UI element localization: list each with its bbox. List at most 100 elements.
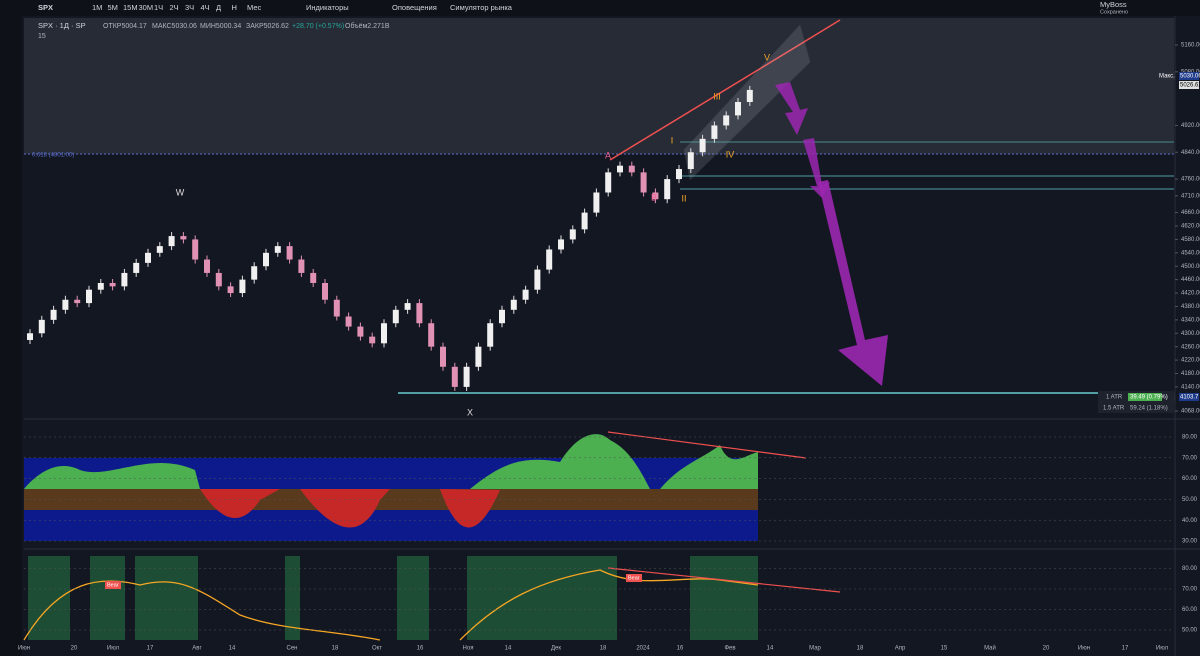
fib-label: 0.618 (4801.00) <box>32 153 74 159</box>
candle <box>133 262 140 273</box>
candle <box>109 282 116 287</box>
interval-button[interactable]: 1Ч <box>154 3 163 12</box>
candle <box>263 252 269 267</box>
candle <box>593 192 600 213</box>
candle <box>463 366 470 387</box>
candle <box>345 316 352 327</box>
signal-zone <box>90 556 125 640</box>
arrow <box>775 82 808 135</box>
time-label: 2024 <box>636 646 650 652</box>
candle <box>27 333 33 340</box>
interval-button[interactable]: 5М <box>108 3 118 12</box>
trendline <box>609 19 841 161</box>
alerts-button[interactable]: Оповещения <box>392 3 437 12</box>
candle <box>310 272 317 283</box>
fib-zone <box>24 18 1174 154</box>
price-tick-label: 4340.00 <box>1181 317 1200 323</box>
indicators-button[interactable]: Индикаторы <box>306 3 349 12</box>
legend-high: МАКС5030.06 <box>152 23 197 30</box>
atr-value-bg <box>1128 393 1162 401</box>
osc-tick-label: 50.00 <box>1182 628 1198 634</box>
oscillator-fill <box>470 434 758 489</box>
interval-button[interactable]: 2Ч <box>170 3 179 12</box>
candle <box>428 323 435 347</box>
price-tick-label: 4500.00 <box>1181 264 1200 270</box>
time-label: 16 <box>677 646 684 652</box>
atr-value: 39.49 (0.79%) <box>1130 395 1168 401</box>
candle <box>74 299 81 304</box>
candle <box>62 299 69 310</box>
legend-title: SPX · 1Д · SP <box>38 21 86 30</box>
wave-label: X <box>467 407 473 417</box>
time-label: Апр <box>895 646 906 652</box>
legend-open: ОТКР5004.17 <box>103 23 147 30</box>
candle <box>711 125 718 139</box>
interval-button[interactable]: 30М <box>139 3 154 12</box>
time-label: 20 <box>1043 646 1050 652</box>
interval-button[interactable]: 3Ч <box>185 3 194 12</box>
legend-close: ЗАКР5026.62 <box>246 23 289 30</box>
price-tick-label: 4710.00 <box>1181 193 1200 199</box>
time-label: Дек <box>551 646 561 652</box>
signal-zone <box>28 556 70 640</box>
price-tick-label: 5160.00 <box>1181 43 1200 49</box>
time-label: Июл <box>107 646 120 652</box>
time-label: Июн <box>1078 646 1090 652</box>
osc-tick-label: 40.00 <box>1182 518 1198 524</box>
price-tick-label: 4220.00 <box>1181 358 1200 364</box>
oscillator-2 <box>23 556 841 641</box>
replay-button[interactable]: Симулятор рынка <box>450 3 513 12</box>
interval-button[interactable]: Н <box>232 3 237 12</box>
price-tick-label: 4068.00 <box>1181 409 1200 415</box>
candle <box>286 246 293 260</box>
price-tag: 5026.62 <box>1180 83 1200 89</box>
candle <box>499 309 505 324</box>
candle <box>699 138 706 153</box>
candle <box>38 319 45 334</box>
interval-button[interactable]: 1М <box>92 3 102 12</box>
candle <box>487 323 494 347</box>
price-tag: 4103.7 <box>1180 395 1199 401</box>
symbol[interactable]: SPX <box>38 3 53 12</box>
time-label: Окт <box>372 646 382 652</box>
legend-volume: Объём2.271B <box>345 22 390 30</box>
left-toolbar <box>0 16 22 656</box>
candle <box>251 266 258 280</box>
candle <box>546 249 553 270</box>
interval-button[interactable]: Д <box>216 3 221 12</box>
wave-label: B <box>651 192 657 202</box>
interval-button[interactable]: 15М <box>123 3 138 12</box>
candle <box>86 289 92 304</box>
price-tick-label: 4420.00 <box>1181 291 1200 297</box>
time-label: 14 <box>229 646 236 652</box>
candle <box>50 309 57 320</box>
wave-label: V <box>764 52 770 62</box>
user-name[interactable]: MyBoss <box>1100 0 1127 9</box>
candle <box>676 169 682 180</box>
time-label: Авг <box>192 646 202 652</box>
candle <box>510 299 517 310</box>
price-tag-bg <box>1179 81 1199 89</box>
wave-label: A <box>605 150 611 160</box>
candle <box>145 252 151 263</box>
candle <box>522 289 529 300</box>
candle <box>534 269 541 290</box>
candle <box>322 282 328 300</box>
price-tick-label: 4580.00 <box>1181 237 1200 243</box>
arrow <box>803 138 830 198</box>
time-label: 17 <box>1122 646 1129 652</box>
candle <box>404 303 411 310</box>
time-label: Мар <box>809 646 821 652</box>
interval-button[interactable]: Мес <box>247 3 262 12</box>
candle <box>156 246 163 253</box>
time-label: 18 <box>857 646 864 652</box>
candle <box>746 89 753 102</box>
candle <box>180 236 187 240</box>
wave-label: W <box>176 187 185 197</box>
price-tag-bg <box>1179 72 1199 80</box>
price-tick-label: 4540.00 <box>1181 250 1200 256</box>
candle <box>475 346 482 367</box>
top-toolbar <box>0 0 1200 16</box>
interval-button[interactable]: 4Ч <box>201 3 210 12</box>
price-tag: 5030.06 <box>1180 74 1200 80</box>
